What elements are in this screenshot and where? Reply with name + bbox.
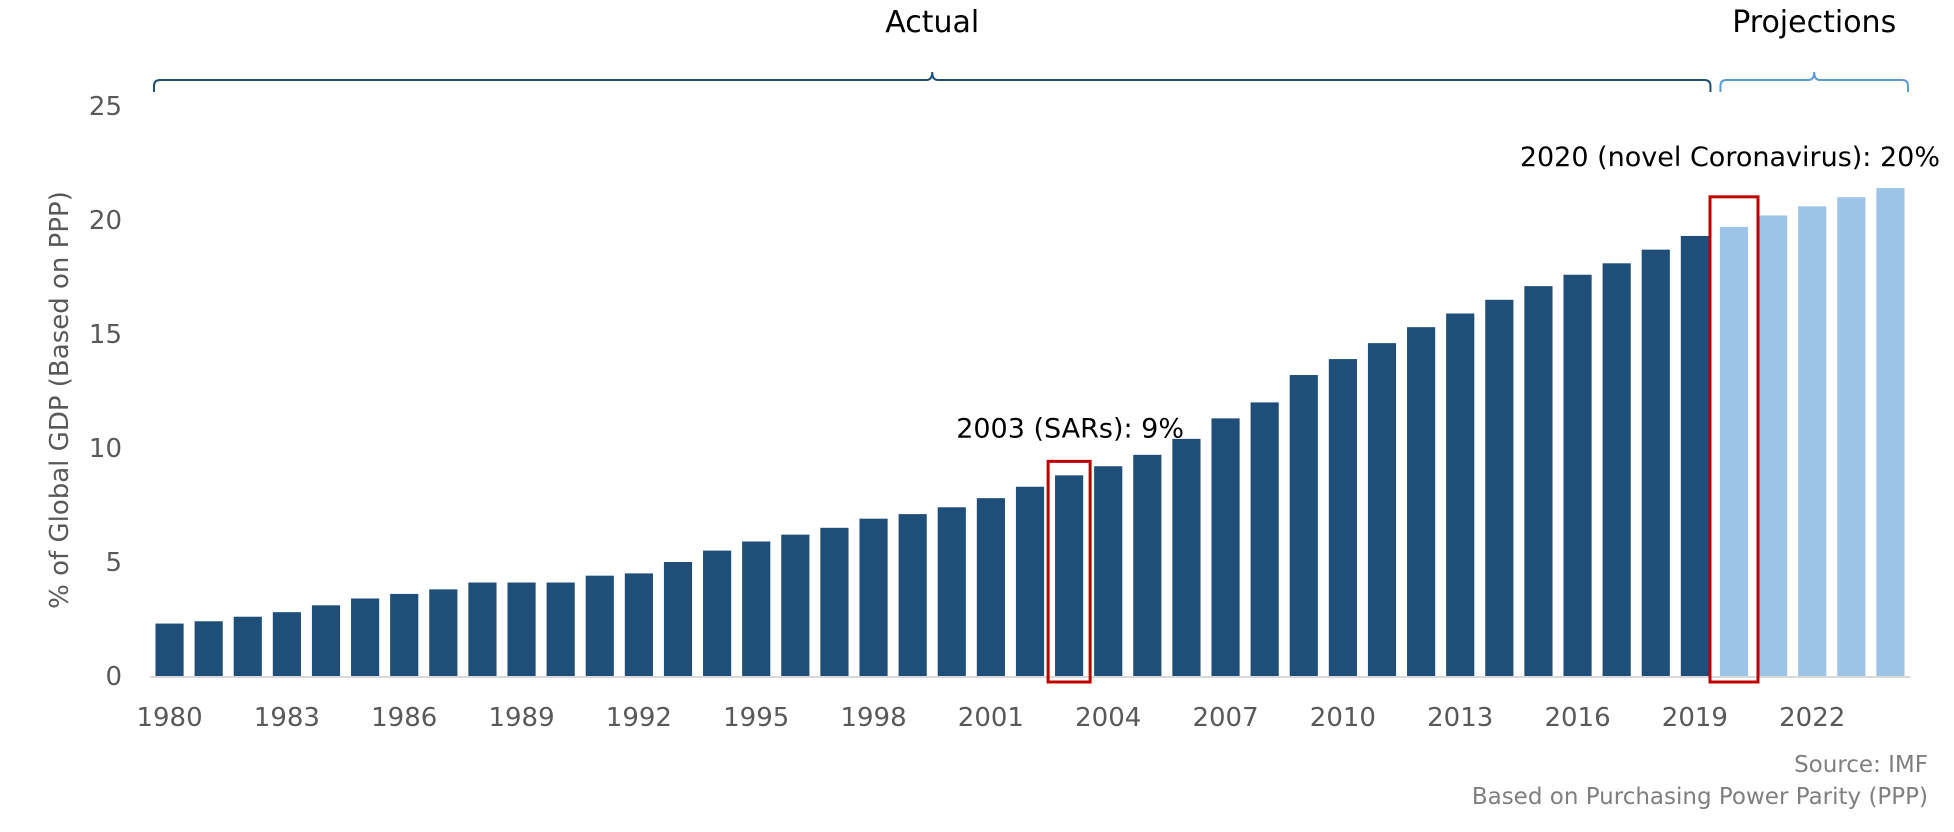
group-labels: Actual Projections bbox=[885, 5, 1896, 40]
bar-1989 bbox=[507, 582, 536, 676]
y-tick-label: 25 bbox=[89, 92, 122, 122]
bar-2006 bbox=[1172, 438, 1201, 676]
bar-2014 bbox=[1485, 299, 1514, 676]
bar-2016 bbox=[1563, 274, 1592, 676]
bar-2001 bbox=[976, 498, 1005, 676]
bar-2015 bbox=[1524, 286, 1553, 676]
bar-2018 bbox=[1641, 249, 1670, 676]
y-axis-title: % of Global GDP (Based on PPP) bbox=[45, 191, 75, 609]
bar-2012 bbox=[1407, 327, 1436, 676]
bar-2004 bbox=[1094, 466, 1123, 676]
y-axis: 0 5 10 15 20 25 bbox=[89, 92, 122, 692]
bar-1994 bbox=[703, 550, 732, 676]
x-tick-label: 1989 bbox=[488, 703, 554, 733]
bar-1999 bbox=[898, 514, 927, 676]
x-tick-label: 1992 bbox=[606, 703, 672, 733]
bar-2002 bbox=[1015, 486, 1045, 676]
bar-2005 bbox=[1133, 454, 1162, 676]
bar-2020 bbox=[1719, 226, 1749, 676]
group-label-projections: Projections bbox=[1732, 5, 1896, 40]
bar-1993 bbox=[663, 562, 693, 676]
bracket-projections bbox=[1719, 71, 1909, 92]
x-tick-label: 2010 bbox=[1310, 703, 1376, 733]
bar-2023 bbox=[1837, 197, 1866, 676]
bar-2017 bbox=[1602, 263, 1631, 676]
bars bbox=[155, 188, 1905, 676]
bar-2019 bbox=[1680, 235, 1709, 676]
x-axis: 1980 1983 1986 1989 1992 1995 1998 2001 2004 2007… bbox=[136, 676, 1910, 733]
annotation-2003: 2003 (SARs): 9% bbox=[956, 413, 1184, 444]
bar-1987 bbox=[429, 589, 458, 676]
x-tick-label: 1995 bbox=[723, 703, 789, 733]
group-label-actual: Actual bbox=[885, 5, 979, 40]
x-tick-label: 2019 bbox=[1662, 703, 1728, 733]
bar-2021 bbox=[1759, 215, 1788, 676]
highlight-box-2020 bbox=[1708, 195, 1760, 684]
bar-2007 bbox=[1211, 418, 1240, 676]
y-tick-label: 20 bbox=[89, 206, 122, 236]
bar-2003 bbox=[1055, 475, 1084, 676]
y-tick-label: 0 bbox=[105, 662, 122, 692]
bar-2011 bbox=[1367, 343, 1397, 676]
source-note: Source: IMF bbox=[1794, 752, 1928, 778]
bar-2013 bbox=[1446, 313, 1475, 676]
bar-1980 bbox=[155, 623, 184, 676]
bar-1988 bbox=[468, 582, 497, 676]
bar-2009 bbox=[1289, 375, 1318, 676]
bar-2022 bbox=[1798, 206, 1827, 676]
x-tick-label: 1983 bbox=[254, 703, 320, 733]
basis-note: Based on Purchasing Power Parity (PPP) bbox=[1471, 784, 1928, 810]
bar-1996 bbox=[781, 534, 810, 676]
x-tick-label: 2004 bbox=[1075, 703, 1141, 733]
bar-1983 bbox=[272, 612, 301, 676]
bar-1995 bbox=[742, 541, 771, 676]
x-tick-label: 2007 bbox=[1192, 703, 1258, 733]
y-tick-label: 10 bbox=[89, 434, 122, 464]
x-tick-label: 2013 bbox=[1427, 703, 1493, 733]
x-tick-label: 2016 bbox=[1544, 703, 1610, 733]
x-tick-label: 2001 bbox=[958, 703, 1024, 733]
bracket-actual bbox=[153, 71, 1712, 92]
annotation-2020: 2020 (novel Coronavirus): 20% bbox=[1520, 142, 1940, 173]
x-tick-label: 1998 bbox=[840, 703, 906, 733]
bar-1986 bbox=[390, 593, 419, 676]
bar-1990 bbox=[546, 582, 575, 676]
bar-1982 bbox=[233, 616, 262, 676]
y-tick-label: 15 bbox=[89, 320, 122, 350]
y-tick-label: 5 bbox=[105, 548, 122, 578]
group-brackets bbox=[153, 71, 1909, 92]
bar-1981 bbox=[194, 621, 223, 676]
x-tick-label: 1980 bbox=[136, 703, 202, 733]
bar-1992 bbox=[624, 573, 653, 676]
bar-1984 bbox=[311, 605, 341, 676]
x-tick-label: 1986 bbox=[371, 703, 437, 733]
bar-2008 bbox=[1250, 402, 1279, 676]
bar-2000 bbox=[937, 507, 966, 676]
annotations: 2003 (SARs): 9% 2020 (novel Coronavirus):… bbox=[956, 142, 1940, 684]
x-tick-label: 2022 bbox=[1779, 703, 1845, 733]
highlight-box-2003 bbox=[1046, 459, 1092, 684]
bar-2010 bbox=[1328, 359, 1357, 676]
bar-1985 bbox=[351, 598, 380, 676]
bar-1991 bbox=[585, 575, 614, 676]
bar-1998 bbox=[859, 518, 888, 676]
bar-1997 bbox=[820, 527, 849, 676]
bar-2024 bbox=[1876, 188, 1905, 676]
